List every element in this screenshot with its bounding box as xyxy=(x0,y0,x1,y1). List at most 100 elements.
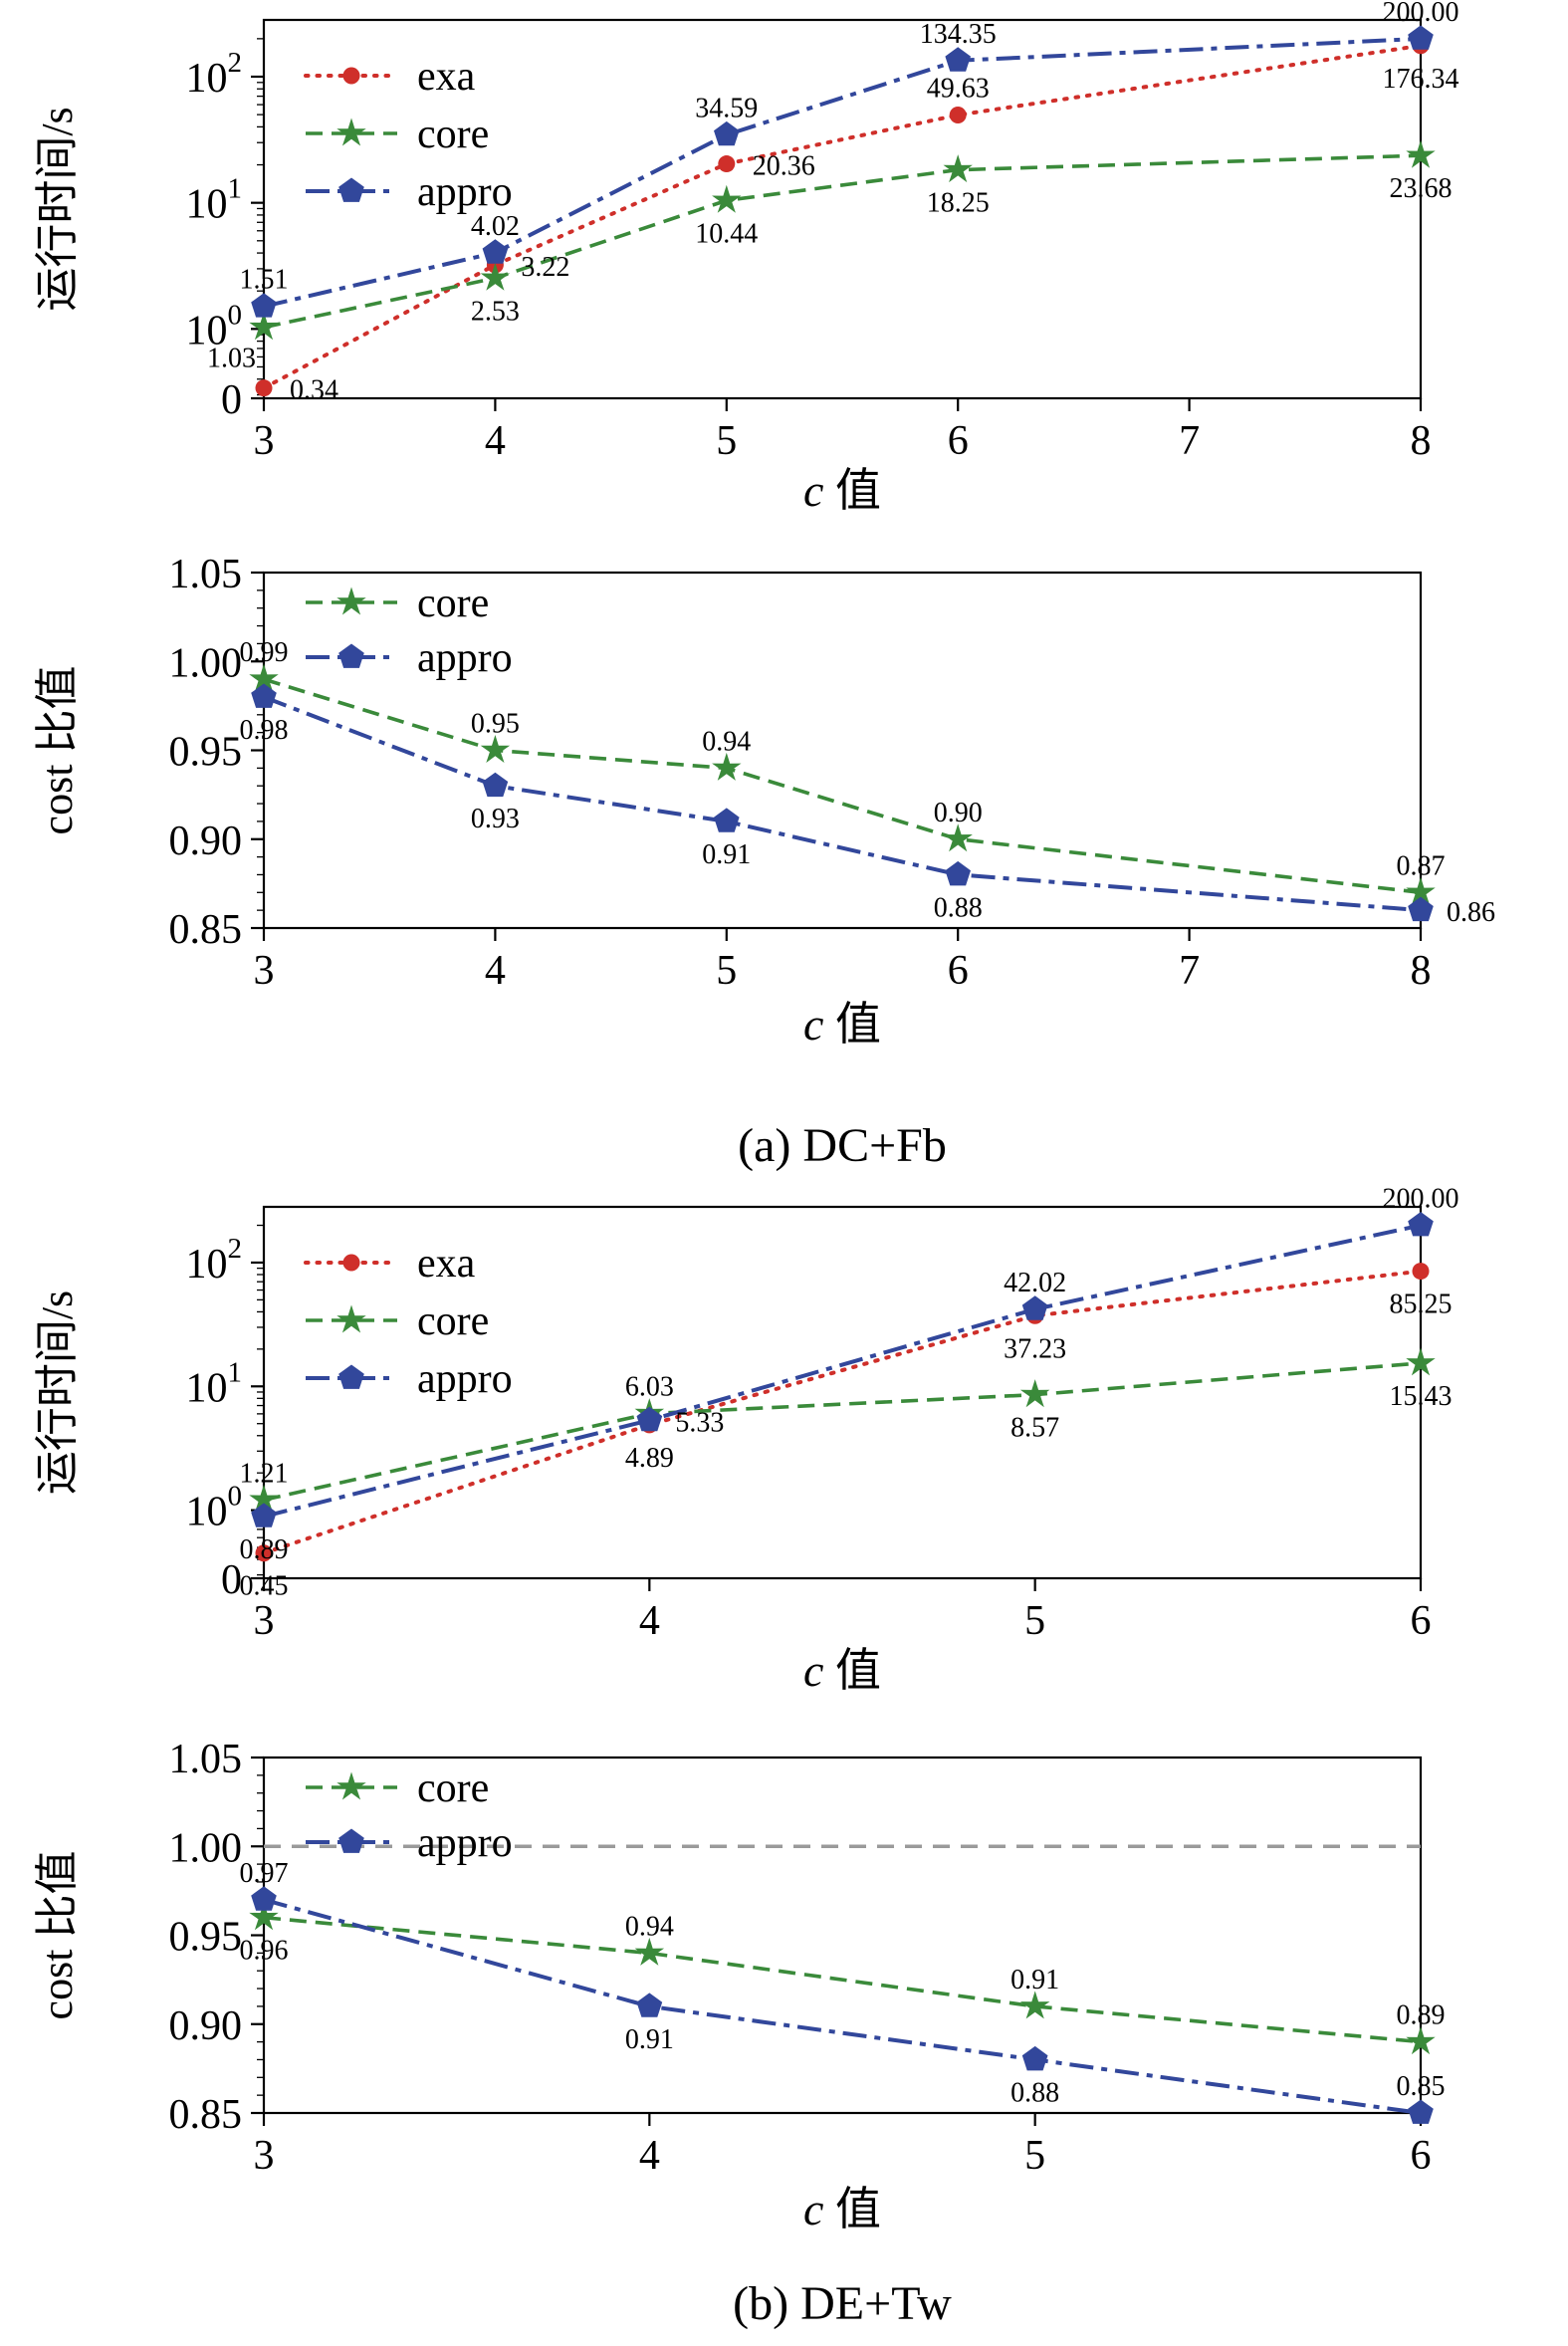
point-label: 0.94 xyxy=(625,1911,674,1942)
point-label: 34.59 xyxy=(695,93,758,123)
point-label: 0.87 xyxy=(1397,850,1446,881)
marker-star-core xyxy=(712,752,742,781)
series-line-core xyxy=(263,1361,1422,1503)
x-axis-label: c 值 xyxy=(803,999,881,1050)
legend-marker-core xyxy=(336,586,366,615)
point-label: 49.63 xyxy=(927,74,990,105)
legend-marker-appro xyxy=(338,177,364,202)
x-tick-label: 5 xyxy=(1024,2133,1045,2179)
point-label: 0.98 xyxy=(240,715,289,746)
point-label: 5.33 xyxy=(675,1407,724,1438)
caption-b: (b) DE+Tw xyxy=(733,2276,952,2330)
y-tick-label: 1.00 xyxy=(169,1825,243,1871)
x-tick-label: 6 xyxy=(948,418,969,464)
point-label: 1.03 xyxy=(207,344,256,374)
point-label: 0.97 xyxy=(240,1858,289,1889)
legend: core appro xyxy=(306,1765,513,1866)
marker-star-core xyxy=(1019,1991,1050,2019)
point-label: 0.85 xyxy=(1397,2071,1446,2102)
legend-marker-exa xyxy=(342,1254,360,1272)
series-points-core: 0.99 0.95 0.94 0.90 0.87 xyxy=(240,637,1446,905)
x-tick-label: 7 xyxy=(1179,418,1200,464)
y-tick-label: 101 xyxy=(186,1356,243,1411)
x-tick-label: 5 xyxy=(716,948,737,994)
point-label: 10.44 xyxy=(695,218,758,249)
point-label: 42.02 xyxy=(1004,1268,1066,1298)
point-label: 0.90 xyxy=(934,798,983,828)
point-label: 2.53 xyxy=(471,296,520,327)
marker-pentagon-appro xyxy=(251,293,277,318)
point-label: 1.21 xyxy=(240,1458,289,1489)
marker-pentagon-appro xyxy=(636,1406,663,1432)
axes: 3 4 5 6 1.05 1.00 0.95 0.90 0.85 xyxy=(169,1737,1432,2179)
marker-pentagon-appro xyxy=(945,860,971,886)
marker-circle-exa xyxy=(255,1544,273,1562)
marker-star-core xyxy=(943,823,973,852)
y-tick-label: 1.05 xyxy=(169,552,243,597)
marker-pentagon-appro xyxy=(714,120,740,146)
legend-label-core: core xyxy=(417,1298,489,1344)
legend-marker-core xyxy=(336,1304,366,1333)
axes: 3 4 5 6 7 8 0 100 101 102 xyxy=(186,18,1432,464)
chart-b-runtime: 3 4 5 6 0 100 101 102 0.45 4.89 37.23 85.25 1.21 6.03… xyxy=(33,1185,1459,1696)
marker-pentagon-appro xyxy=(636,1993,663,2017)
legend-label-appro: appro xyxy=(417,1820,513,1866)
x-tick-label: 4 xyxy=(485,418,506,464)
point-label: 200.00 xyxy=(1383,1185,1459,1215)
point-label: 0.86 xyxy=(1447,897,1495,928)
point-label: 0.34 xyxy=(290,375,338,406)
x-tick-label: 3 xyxy=(254,1598,275,1644)
x-tick-label: 4 xyxy=(639,2133,660,2179)
point-label: 0.88 xyxy=(1010,2077,1059,2108)
y-tick-label: 101 xyxy=(186,173,243,228)
chart-a-cost: 3 4 5 6 7 81.051.000.950.900.850.990.950.940.… xyxy=(33,552,1495,1050)
legend-marker-appro xyxy=(338,1828,364,1853)
legend-marker-appro xyxy=(338,1364,364,1389)
marker-star-core xyxy=(249,663,279,692)
caption-a: (a) DC+Fb xyxy=(738,1118,947,1172)
point-label: 6.03 xyxy=(625,1372,674,1403)
y-axis-label: cost 比值 xyxy=(33,666,82,835)
marker-star-core xyxy=(634,1937,665,1966)
y-tick-label: 0.90 xyxy=(169,2003,243,2049)
marker-star-core xyxy=(249,1902,279,1931)
legend-marker-core xyxy=(336,1771,366,1800)
point-label: 1.51 xyxy=(240,265,289,296)
x-tick-label: 3 xyxy=(254,948,275,994)
chart-a-runtime: 3 4 5 6 7 8 0 100 101 102 0.34 3.22 20.36 49.63 176.34… xyxy=(33,0,1459,516)
point-label: 3.22 xyxy=(521,252,569,283)
marker-star-core xyxy=(712,184,742,213)
series-points-core: 1.21 6.03 8.57 15.43 xyxy=(240,1347,1453,1513)
series-line-appro xyxy=(263,1223,1422,1519)
series-line-appro xyxy=(263,1897,1422,2115)
chart-b-cost: 3 4 5 6 1.05 1.00 0.95 0.90 0.85 0.96 0.94 0.91 0.89… xyxy=(33,1737,1446,2234)
x-tick-label: 8 xyxy=(1411,948,1432,994)
marker-pentagon-appro xyxy=(945,47,971,72)
x-tick-label: 5 xyxy=(1024,1598,1045,1644)
point-label: 0.91 xyxy=(625,2024,674,2055)
legend-label-core: core xyxy=(417,112,489,157)
point-label: 0.93 xyxy=(471,804,520,834)
axes: 3 4 5 6 0 100 101 102 xyxy=(186,1205,1432,1644)
legend: core appro xyxy=(306,581,513,681)
point-label: 0.89 xyxy=(1397,2000,1446,2031)
marker-star-core xyxy=(1406,139,1436,168)
y-tick-label: 0.95 xyxy=(169,730,243,776)
point-label: 8.57 xyxy=(1010,1413,1059,1444)
legend-marker-core xyxy=(336,117,366,146)
legend-label-appro: appro xyxy=(417,1356,513,1402)
marker-circle-exa xyxy=(255,379,273,397)
series-points-appro: 0.97 0.91 0.88 0.85 xyxy=(240,1858,1446,2124)
point-label: 18.25 xyxy=(927,188,990,219)
marker-pentagon-appro xyxy=(482,772,509,798)
point-label: 0.99 xyxy=(240,637,289,668)
legend-label-exa: exa xyxy=(417,54,476,100)
axes: 3 4 5 6 7 8 1.05 1.00 0.95 0.90 0.85 xyxy=(169,552,1432,994)
series-line-core xyxy=(263,1915,1422,2044)
point-label: 0.45 xyxy=(240,1571,289,1602)
y-tick-label: 1.05 xyxy=(169,1737,243,1782)
series-line-core xyxy=(263,677,1422,895)
point-label: 85.25 xyxy=(1390,1290,1453,1320)
marker-pentagon-appro xyxy=(1408,2099,1434,2124)
